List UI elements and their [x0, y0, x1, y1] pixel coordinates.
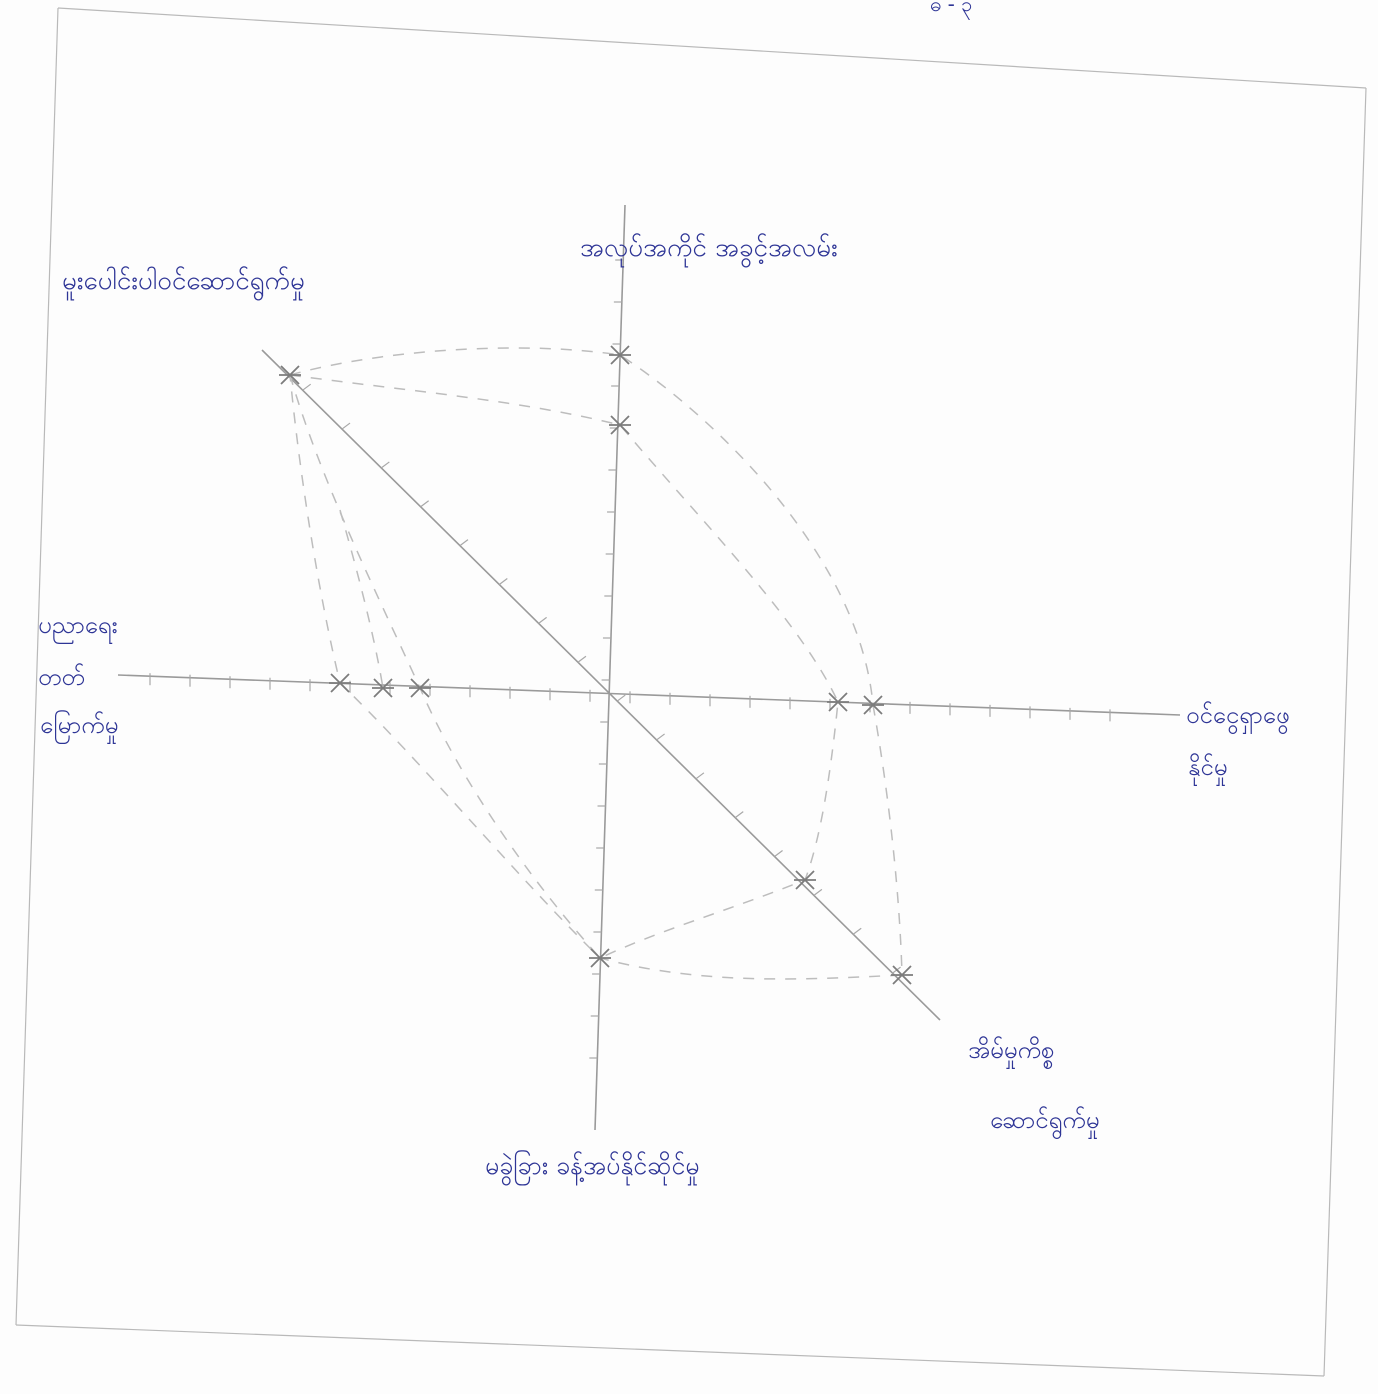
label-top-left-axis: မူးပေါင်းပါဝင်ဆောင်ရွက်မှု — [62, 266, 305, 296]
point-marks — [279, 345, 913, 985]
frame-left-edge — [15, 7, 59, 1326]
x-star-mark — [609, 345, 631, 365]
x-star-mark — [329, 673, 351, 693]
label-left-axis-line1: ပညာရေး — [38, 611, 118, 639]
tick-diagonal — [734, 811, 744, 819]
label-bottom-right-axis-line1: အိမ်မှုကိစ္စ — [968, 1036, 1055, 1064]
tick-diagonal — [695, 772, 705, 780]
profile-inner — [288, 374, 839, 959]
axis-vertical — [594, 204, 626, 1131]
tick-diagonal — [577, 655, 587, 663]
frame-right-edge — [1323, 87, 1367, 1377]
header-scrawl: ဓ - ၃ — [930, 0, 973, 16]
label-right-axis-line2: နိုင်မှု — [1188, 753, 1228, 781]
tick-diagonal — [341, 422, 351, 430]
tick-diagonal — [656, 733, 665, 741]
frame-bottom-edge — [15, 1324, 1325, 1377]
x-star-mark — [409, 678, 431, 698]
x-star-mark — [372, 678, 394, 698]
tick-diagonal — [380, 461, 390, 469]
x-star-mark — [279, 365, 301, 385]
x-star-mark — [862, 695, 884, 715]
label-left-axis-line3: မြောက်မှု — [40, 711, 119, 739]
label-right-axis-line1: ဝင်ငွေရှာဖွေ — [1186, 701, 1290, 729]
axis-diagonal — [261, 349, 941, 1021]
tick-diagonal — [852, 927, 862, 935]
label-left-axis-line2: တတ် — [38, 663, 85, 691]
frame-top-left-edge — [57, 7, 1367, 89]
x-star-mark — [891, 965, 913, 985]
x-star-mark — [589, 948, 611, 968]
tick-diagonal — [302, 383, 312, 391]
tick-diagonal — [420, 500, 430, 508]
axis-horizontal — [117, 674, 1181, 716]
tick-diagonal — [538, 616, 547, 624]
tick-diagonal — [459, 539, 469, 547]
tick-diagonal — [813, 888, 823, 896]
label-bottom-axis: မခွဲခြား ခန့်အပ်နိုင်ဆိုင်မှု — [485, 1151, 700, 1180]
profile-mid — [339, 509, 384, 689]
x-star-mark — [794, 870, 816, 890]
tick-diagonal — [498, 578, 508, 585]
x-star-mark — [609, 415, 631, 435]
axis-ticks — [149, 259, 1111, 1059]
label-bottom-right-axis-line2: ဆောင်ရွက်မှု — [990, 1106, 1100, 1134]
x-star-mark — [827, 692, 849, 712]
tick-diagonal — [774, 850, 783, 858]
label-top-axis: အလုပ်အကိုင် အခွင့်အလမ်း — [580, 233, 838, 263]
tick-diagonal — [616, 694, 626, 702]
